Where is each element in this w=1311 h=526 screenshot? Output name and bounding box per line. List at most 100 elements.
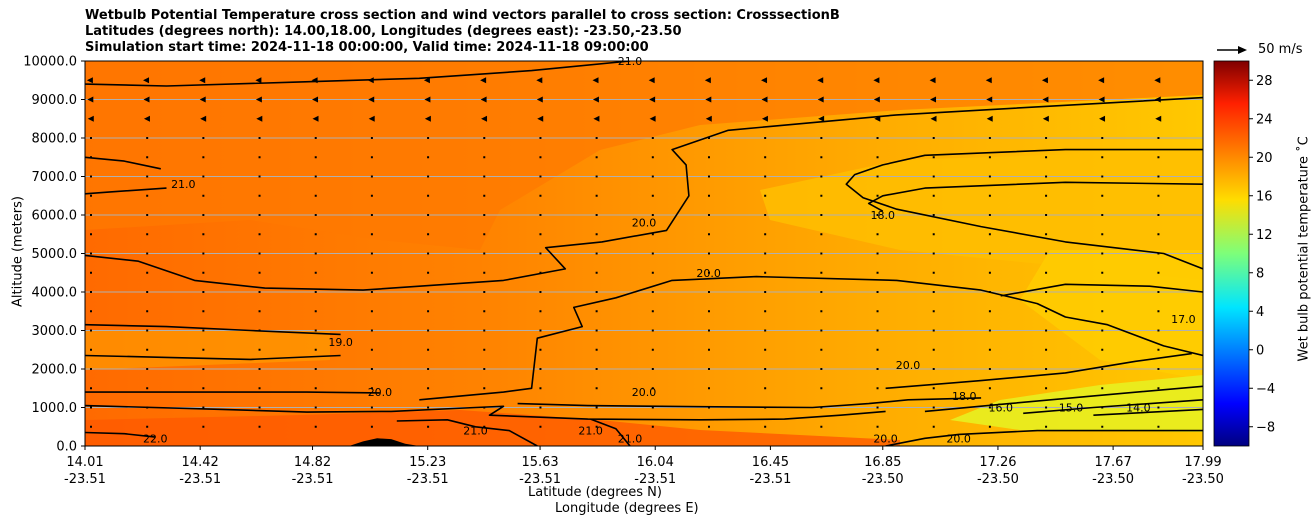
wind-vector	[1157, 329, 1160, 332]
wind-vector	[483, 252, 486, 255]
wind-vector	[314, 291, 317, 293]
wind-vector	[820, 329, 823, 332]
wind-vector-head	[87, 115, 94, 122]
wind-vector	[258, 406, 261, 409]
wind-vector	[876, 137, 879, 139]
wind-vector	[1157, 425, 1160, 428]
y-tick-label: 8000.0	[32, 132, 78, 147]
wind-vector	[651, 387, 654, 390]
cool-band-mid	[85, 330, 330, 370]
wind-vector	[314, 252, 317, 255]
wind-vector	[370, 214, 373, 216]
wind-vector	[707, 329, 710, 332]
wind-vector-head	[481, 115, 488, 122]
contour-line	[85, 431, 156, 438]
wind-vector-head	[199, 77, 206, 84]
wind-vector-head	[648, 77, 655, 84]
wind-vector	[1045, 194, 1048, 197]
wind-vector-head	[818, 115, 825, 122]
wind-vector	[370, 291, 373, 293]
wind-vector	[258, 368, 261, 370]
wind-vector	[1045, 310, 1048, 313]
wind-vector-head	[199, 96, 206, 103]
wind-vector	[202, 329, 205, 332]
wind-vector	[90, 310, 92, 313]
wind-vector-head	[1098, 77, 1105, 84]
wind-vector	[483, 194, 486, 197]
wind-vector	[483, 310, 486, 313]
coldest-region	[950, 375, 1203, 432]
x-tick-label-lon: -23.51	[64, 472, 106, 487]
wind-vector	[876, 387, 879, 390]
wind-vector	[427, 252, 430, 255]
wind-vector	[314, 425, 317, 428]
wind-vector	[876, 194, 879, 197]
x-tick-label-lat: 15.23	[409, 455, 446, 470]
wind-vector	[483, 137, 486, 139]
wind-vector	[314, 329, 317, 332]
wind-vector-head	[873, 77, 880, 84]
wind-vector	[539, 252, 542, 255]
wind-vector	[595, 214, 598, 216]
wind-vector	[1101, 156, 1104, 159]
y-tick-label: 1000.0	[32, 401, 78, 416]
wind-vector	[202, 387, 205, 390]
wind-vector	[707, 406, 710, 409]
wind-vector	[820, 310, 823, 313]
wind-vector	[90, 156, 92, 159]
wind-vector-head	[593, 115, 600, 122]
wind-vector	[427, 156, 430, 159]
wind-vector	[988, 175, 991, 178]
wind-vector	[1157, 233, 1160, 236]
x-axis-label-latitude: Latitude (degrees N)	[528, 485, 662, 500]
chart-title-line-2: Latitudes (degrees north): 14.00,18.00, …	[85, 24, 682, 39]
wind-vector	[483, 406, 486, 409]
wind-vector	[764, 425, 767, 428]
wind-vector	[932, 329, 935, 332]
wind-vector	[370, 175, 373, 178]
wind-vector	[90, 194, 92, 197]
wind-vector	[932, 175, 935, 178]
wind-vector	[370, 252, 373, 255]
wind-vector-head	[1154, 96, 1161, 103]
wind-vector	[988, 271, 991, 274]
wind-vector	[539, 387, 542, 390]
wind-vector	[651, 348, 654, 351]
wind-vector	[988, 368, 991, 370]
wind-vector	[651, 329, 654, 332]
wind-vector	[146, 252, 149, 255]
wind-vector-head	[536, 96, 543, 103]
wind-vector	[539, 194, 542, 197]
wind-vector	[820, 425, 823, 428]
wind-vector	[651, 214, 654, 216]
wind-vector	[1157, 137, 1160, 139]
wind-vector	[595, 252, 598, 255]
wind-vector	[764, 252, 767, 255]
wind-vector-field	[86, 77, 1162, 428]
wind-vector	[202, 214, 205, 216]
y-tick-label: 7000.0	[32, 170, 78, 185]
x-tick-label-lon: -23.51	[179, 472, 221, 487]
wind-vector	[90, 175, 92, 178]
wind-vector-head	[311, 77, 318, 84]
wind-vector-head	[368, 96, 375, 103]
wind-vector-head	[704, 77, 711, 84]
wind-vector	[258, 291, 261, 293]
wind-vector	[651, 156, 654, 159]
wind-vector	[707, 156, 710, 159]
contour-line	[85, 391, 380, 394]
wind-vector	[427, 406, 430, 409]
wind-vector	[988, 348, 991, 351]
wind-vector	[483, 233, 486, 236]
wind-vector	[1101, 194, 1104, 197]
wind-vector	[707, 310, 710, 313]
wind-vector	[764, 368, 767, 370]
wind-vector	[595, 175, 598, 178]
x-tick-label-lat: 17.26	[979, 455, 1016, 470]
wind-vector	[90, 348, 92, 351]
wind-vector-head	[480, 77, 487, 84]
warm-band-upper	[85, 61, 1203, 250]
wind-vector	[146, 194, 149, 197]
wind-vector	[595, 194, 598, 197]
wind-vector	[483, 368, 486, 370]
